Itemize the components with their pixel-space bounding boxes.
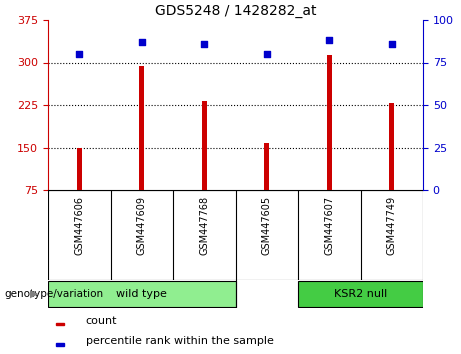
Text: count: count bbox=[85, 316, 117, 326]
Bar bbox=[389, 103, 394, 190]
Text: GSM447606: GSM447606 bbox=[74, 196, 84, 255]
Bar bbox=[77, 148, 82, 190]
Bar bbox=[48, 281, 236, 307]
Bar bbox=[202, 101, 207, 190]
Point bbox=[388, 41, 396, 47]
Bar bbox=[139, 67, 144, 190]
Bar bbox=[55, 323, 65, 325]
Bar bbox=[298, 281, 423, 307]
Text: GSM447607: GSM447607 bbox=[324, 196, 334, 256]
Bar bbox=[327, 55, 332, 190]
Text: KSR2 null: KSR2 null bbox=[334, 289, 387, 299]
Point bbox=[263, 51, 271, 57]
Text: percentile rank within the sample: percentile rank within the sample bbox=[85, 336, 273, 346]
Text: GSM447768: GSM447768 bbox=[199, 196, 209, 256]
Point bbox=[325, 38, 333, 43]
Bar bbox=[55, 343, 65, 346]
Point bbox=[138, 39, 145, 45]
Text: wild type: wild type bbox=[116, 289, 167, 299]
Text: GSM447749: GSM447749 bbox=[387, 196, 397, 256]
Point bbox=[201, 41, 208, 47]
Point bbox=[76, 51, 83, 57]
Text: genotype/variation: genotype/variation bbox=[5, 289, 104, 299]
Text: ▶: ▶ bbox=[30, 289, 39, 299]
Text: GSM447609: GSM447609 bbox=[137, 196, 147, 255]
Bar bbox=[264, 143, 269, 190]
Text: GSM447605: GSM447605 bbox=[262, 196, 272, 256]
Title: GDS5248 / 1428282_at: GDS5248 / 1428282_at bbox=[155, 4, 316, 18]
